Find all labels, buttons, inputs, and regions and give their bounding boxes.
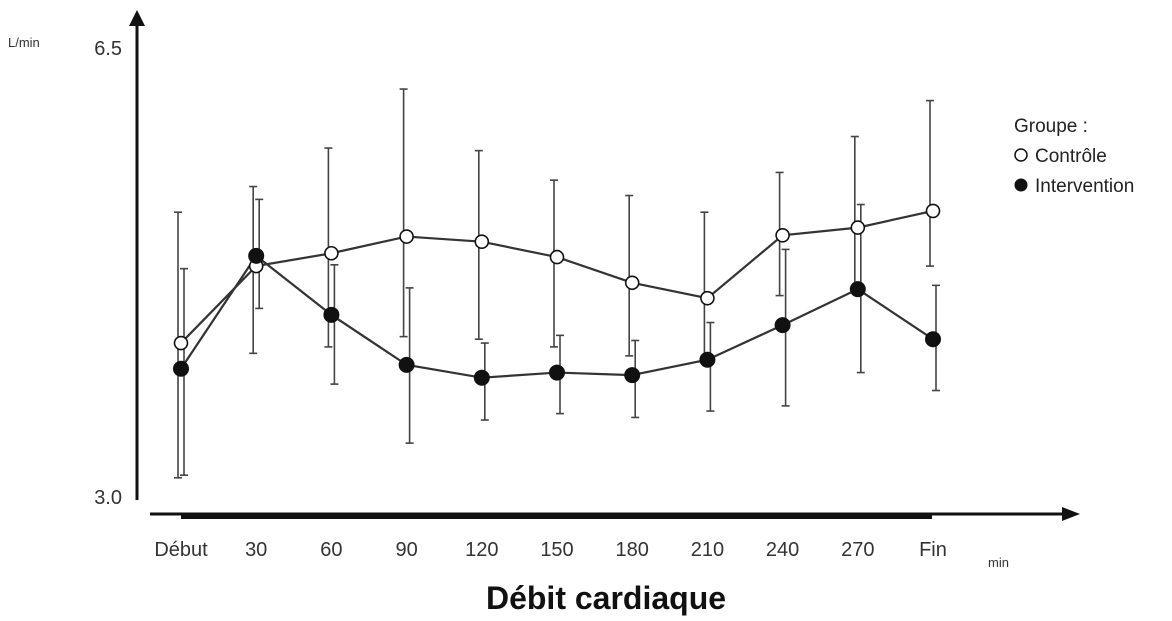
- point-s0-5: [549, 249, 565, 265]
- x-axis-label: min: [988, 555, 1009, 570]
- axes: [129, 10, 1080, 521]
- y-tick-label-top: 6.5: [94, 38, 122, 60]
- point-s0-2: [324, 245, 339, 261]
- point-s0-4: [474, 234, 490, 250]
- x-tick-label-0: Début: [154, 539, 208, 561]
- series-markers: [173, 203, 941, 386]
- x-tick-label-3: 90: [395, 539, 417, 561]
- legend-open-circle-icon: [1014, 148, 1028, 162]
- legend-filled-circle-icon: [1014, 178, 1028, 192]
- x-tick-label-9: 270: [841, 539, 874, 561]
- point-s1-3: [398, 356, 415, 373]
- legend: Groupe : Contrôle Intervention: [1014, 116, 1134, 197]
- x-tick-label-4: 120: [465, 539, 498, 561]
- x-tick-label-2: 60: [320, 539, 342, 561]
- y-axis-arrow-icon: [129, 10, 145, 26]
- point-s1-2: [323, 306, 340, 323]
- x-tick-label-7: 210: [691, 539, 724, 561]
- point-s1-5: [549, 364, 565, 381]
- point-s0-3: [399, 229, 414, 244]
- series-line-s1: [180, 254, 934, 379]
- point-s1-0: [173, 360, 189, 377]
- point-s0-8: [775, 227, 790, 243]
- point-s0-0: [173, 335, 189, 351]
- point-s0-9: [850, 220, 866, 235]
- x-tick-label-5: 150: [540, 539, 573, 561]
- point-s1-8: [774, 317, 791, 334]
- point-s1-7: [699, 351, 716, 368]
- x-axis-arrow-icon: [1062, 507, 1080, 521]
- chart-title: Débit cardiaque: [486, 580, 726, 616]
- x-tick-label-10: Fin: [919, 539, 947, 561]
- y-tick-label-bottom: 3.0: [94, 487, 122, 509]
- legend-title: Groupe :: [1014, 116, 1088, 137]
- series-lines: [180, 209, 934, 379]
- point-s0-7: [700, 290, 715, 306]
- x-tick-label-8: 240: [766, 539, 799, 561]
- series-line-s0: [180, 209, 934, 344]
- point-s0-10: [925, 203, 941, 219]
- point-s1-6: [624, 367, 641, 384]
- point-s1-4: [473, 369, 490, 386]
- legend-entry-controle: Contrôle: [1035, 146, 1107, 167]
- point-s0-6: [624, 275, 640, 291]
- x-tick-label-1: 30: [245, 539, 267, 561]
- error-bars: [174, 88, 940, 479]
- y-axis-label: L/min: [8, 35, 40, 50]
- x-tick-label-6: 180: [616, 539, 649, 561]
- point-s1-9: [849, 281, 866, 298]
- point-s1-10: [925, 331, 941, 348]
- point-s1-1: [248, 247, 265, 264]
- x-tick-labels: Début 30 60 90 120 150 180 210 240 270 Fin: [154, 539, 947, 561]
- legend-entry-intervention: Intervention: [1035, 176, 1134, 197]
